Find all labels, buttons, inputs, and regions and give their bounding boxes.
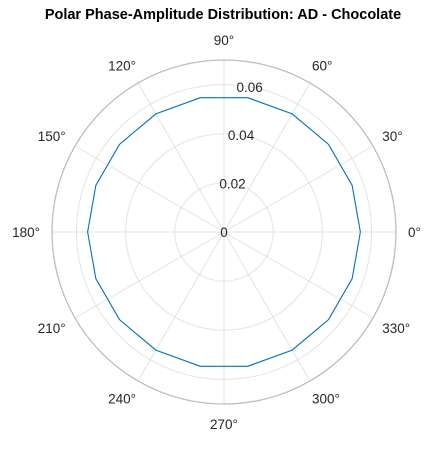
angular-tick-label-2: 60° bbox=[312, 59, 332, 74]
angular-tick-label-6: 180° bbox=[12, 225, 40, 240]
series-line-0 bbox=[87, 97, 361, 367]
angular-grid-line-4 bbox=[137, 82, 225, 233]
angular-tick-label-9: 270° bbox=[210, 417, 238, 432]
angular-tick-label-0: 0° bbox=[408, 225, 421, 240]
radial-tick-label-3: 0.06 bbox=[236, 80, 262, 95]
angular-tick-label-4: 120° bbox=[108, 59, 136, 74]
angular-tick-label-1: 30° bbox=[382, 129, 402, 144]
outer-ring bbox=[51, 59, 397, 405]
radial-tick-label-0: 0 bbox=[220, 225, 228, 240]
angular-tick-label-11: 330° bbox=[382, 321, 410, 336]
chart-title: Polar Phase-Amplitude Distribution: AD -… bbox=[45, 7, 401, 23]
radial-tick-label-1: 0.02 bbox=[219, 177, 245, 192]
angular-tick-label-8: 240° bbox=[108, 391, 136, 406]
angular-grid-line-10 bbox=[223, 231, 311, 382]
radial-tick-labels: 0 0.02 0.04 0.06 bbox=[219, 80, 262, 240]
angular-grid-line-2 bbox=[223, 82, 311, 233]
radial-tick-label-2: 0.04 bbox=[228, 128, 255, 143]
angular-grid-line-8 bbox=[137, 231, 225, 382]
angular-tick-label-3: 90° bbox=[214, 33, 234, 48]
outer-ring-circle bbox=[51, 59, 397, 405]
angular-grid-line-7 bbox=[74, 231, 225, 319]
series-layer bbox=[87, 97, 361, 367]
angular-tick-label-10: 300° bbox=[312, 391, 340, 406]
angular-grid-line-5 bbox=[74, 145, 225, 233]
angular-tick-labels: 0° 30° 60° 90° 120° 150° 180° 210° 240° 270° 300° 3… bbox=[12, 33, 421, 432]
angular-grid-line-1 bbox=[223, 145, 374, 233]
angular-tick-label-7: 210° bbox=[38, 321, 66, 336]
angular-grid bbox=[52, 60, 396, 404]
angular-tick-label-5: 150° bbox=[38, 129, 66, 144]
angular-grid-line-11 bbox=[223, 231, 374, 319]
